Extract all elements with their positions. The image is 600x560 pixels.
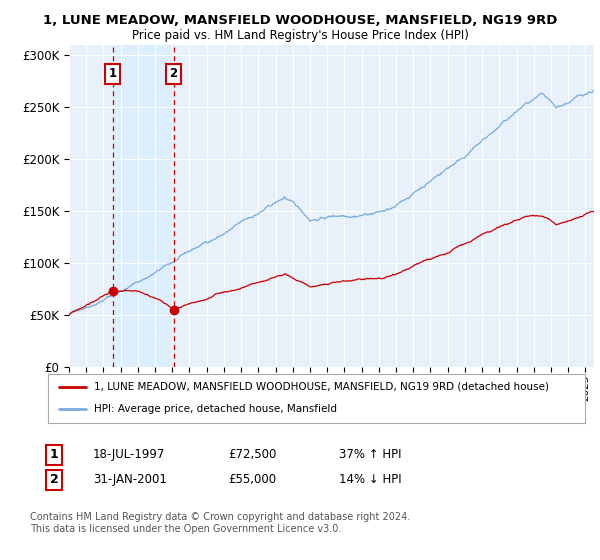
Text: HPI: Average price, detached house, Mansfield: HPI: Average price, detached house, Mans… — [94, 404, 337, 414]
Text: 1: 1 — [109, 67, 117, 81]
Bar — [113, 45, 173, 367]
Text: 31-JAN-2001: 31-JAN-2001 — [93, 473, 167, 487]
Text: 18-JUL-1997: 18-JUL-1997 — [93, 448, 166, 461]
Text: 2: 2 — [170, 67, 178, 81]
Text: 1: 1 — [50, 448, 58, 461]
Text: £72,500: £72,500 — [228, 448, 277, 461]
Text: 37% ↑ HPI: 37% ↑ HPI — [339, 448, 401, 461]
Text: £55,000: £55,000 — [228, 473, 276, 487]
Text: Price paid vs. HM Land Registry's House Price Index (HPI): Price paid vs. HM Land Registry's House … — [131, 29, 469, 42]
Text: Contains HM Land Registry data © Crown copyright and database right 2024.
This d: Contains HM Land Registry data © Crown c… — [30, 512, 410, 534]
Text: 1, LUNE MEADOW, MANSFIELD WOODHOUSE, MANSFIELD, NG19 9RD: 1, LUNE MEADOW, MANSFIELD WOODHOUSE, MAN… — [43, 14, 557, 27]
Text: 1, LUNE MEADOW, MANSFIELD WOODHOUSE, MANSFIELD, NG19 9RD (detached house): 1, LUNE MEADOW, MANSFIELD WOODHOUSE, MAN… — [94, 382, 548, 392]
Text: 2: 2 — [50, 473, 58, 487]
Text: 14% ↓ HPI: 14% ↓ HPI — [339, 473, 401, 487]
